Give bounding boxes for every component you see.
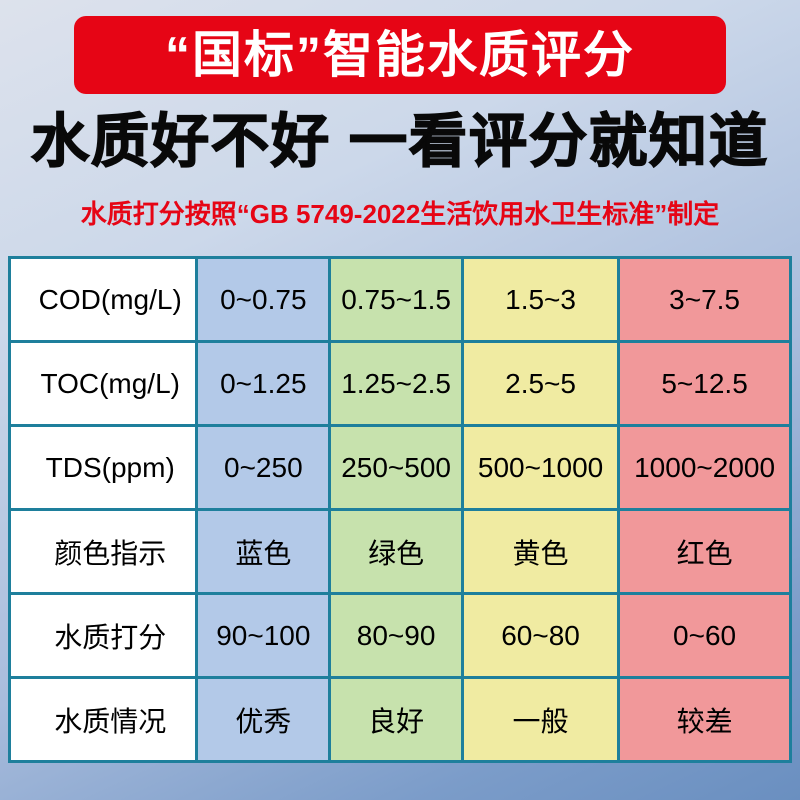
table-cell: 1000~2000 (617, 424, 792, 511)
row-label: 水质情况 (7, 676, 199, 763)
title-banner: “国标”智能水质评分 (74, 16, 726, 94)
headline: 水质好不好 一看评分就知道 (30, 108, 770, 175)
subheadline: 水质打分按照“GB 5749-2022生活饮用水卫生标准”制定 (80, 199, 720, 229)
table-cell: 80~90 (328, 592, 464, 679)
table-row: TOC(mg/L) 0~1.25 1.25~2.5 2.5~5 5~12.5 (7, 340, 792, 427)
table-cell: 2.5~5 (460, 340, 621, 427)
table-cell: 黄色 (460, 508, 621, 595)
table-cell: 良好 (328, 676, 464, 763)
water-quality-score-table: COD(mg/L) 0~0.75 0.75~1.5 1.5~3 3~7.5 TO… (7, 256, 792, 763)
table-cell: 红色 (617, 508, 792, 595)
table-row: 水质打分 90~100 80~90 60~80 0~60 (7, 592, 792, 679)
table-cell: 3~7.5 (617, 256, 792, 343)
table-cell: 较差 (617, 676, 792, 763)
table-cell: 1.5~3 (460, 256, 621, 343)
table-cell: 250~500 (328, 424, 464, 511)
table-cell: 60~80 (460, 592, 621, 679)
table-cell: 90~100 (195, 592, 332, 679)
row-label: TOC(mg/L) (7, 340, 199, 427)
table-cell: 0~0.75 (195, 256, 332, 343)
table-cell: 0~60 (617, 592, 792, 679)
row-label: 水质打分 (7, 592, 199, 679)
table-cell: 一般 (460, 676, 621, 763)
table-cell: 绿色 (328, 508, 464, 595)
table-row: COD(mg/L) 0~0.75 0.75~1.5 1.5~3 3~7.5 (7, 256, 792, 343)
table-cell: 1.25~2.5 (328, 340, 464, 427)
table-row: 颜色指示 蓝色 绿色 黄色 红色 (7, 508, 792, 595)
table-row: TDS(ppm) 0~250 250~500 500~1000 1000~200… (7, 424, 792, 511)
row-label: COD(mg/L) (7, 256, 199, 343)
table-cell: 0~1.25 (195, 340, 332, 427)
table-row: 水质情况 优秀 良好 一般 较差 (7, 676, 792, 763)
table-cell: 0~250 (195, 424, 332, 511)
row-label: 颜色指示 (7, 508, 199, 595)
table-cell: 蓝色 (195, 508, 332, 595)
table-cell: 500~1000 (460, 424, 621, 511)
table-cell: 0.75~1.5 (328, 256, 464, 343)
row-label: TDS(ppm) (7, 424, 199, 511)
table-cell: 优秀 (195, 676, 332, 763)
table-cell: 5~12.5 (617, 340, 792, 427)
